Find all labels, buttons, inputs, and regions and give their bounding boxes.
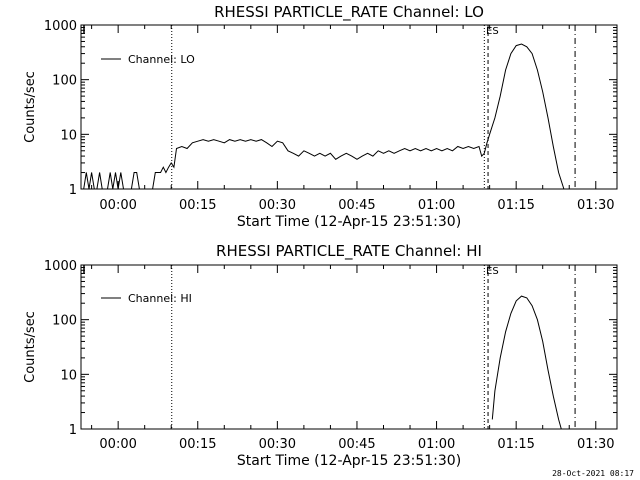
footer-timestamp: 28-Oct-2021 08:17: [552, 469, 634, 478]
chart-title-0: RHESSI PARTICLE_RATE Channel: LO: [214, 3, 484, 22]
x-tick-label-0-3: 00:45: [338, 198, 375, 213]
series-line-0-0: [83, 43, 567, 189]
x-tick-label-0-1: 00:15: [179, 198, 216, 213]
marker-label-0-2: ES: [486, 26, 499, 37]
x-tick-label-1-6: 01:30: [577, 437, 614, 452]
y-axis-label-0: Counts/sec: [23, 71, 38, 143]
x-tick-label-0-6: 01:30: [577, 198, 614, 213]
x-tick-label-1-4: 01:00: [418, 437, 455, 452]
x-tick-label-0-4: 01:00: [418, 198, 455, 213]
x-tick-label-1-2: 00:30: [259, 437, 296, 452]
y-tick-label-0-3: 1000: [44, 19, 77, 34]
x-tick-label-1-1: 00:15: [179, 437, 216, 452]
plot-frame-0: [80, 24, 618, 190]
x-tick-label-0-0: 00:00: [99, 198, 136, 213]
x-tick-label-1-0: 00:00: [99, 437, 136, 452]
legend-label-1: Channel: HI: [128, 292, 192, 305]
y-axis-label-1: Counts/sec: [23, 311, 38, 383]
y-tick-label-0-1: 10: [60, 128, 77, 143]
chart-title-1: RHESSI PARTICLE_RATE Channel: HI: [216, 242, 482, 261]
y-tick-label-1-1: 10: [60, 368, 77, 383]
x-tick-label-1-3: 00:45: [338, 437, 375, 452]
marker-label-1-2: ES: [486, 266, 499, 277]
x-tick-label-0-5: 01:15: [497, 198, 534, 213]
x-axis-label-0: Start Time (12-Apr-15 23:51:30): [237, 214, 461, 230]
legend-label-0: Channel: LO: [128, 53, 195, 66]
y-tick-label-1-3: 1000: [44, 259, 77, 274]
series-line-1-0: [491, 295, 562, 429]
x-tick-label-0-2: 00:30: [259, 198, 296, 213]
y-tick-label-1-0: 1: [69, 423, 77, 438]
y-tick-label-0-2: 100: [52, 74, 77, 89]
plot-frame-1: [80, 264, 618, 430]
x-tick-label-1-5: 01:15: [497, 437, 534, 452]
x-axis-label-1: Start Time (12-Apr-15 23:51:30): [237, 453, 461, 469]
y-tick-label-0-0: 1: [69, 183, 77, 198]
y-tick-label-1-2: 100: [52, 314, 77, 329]
